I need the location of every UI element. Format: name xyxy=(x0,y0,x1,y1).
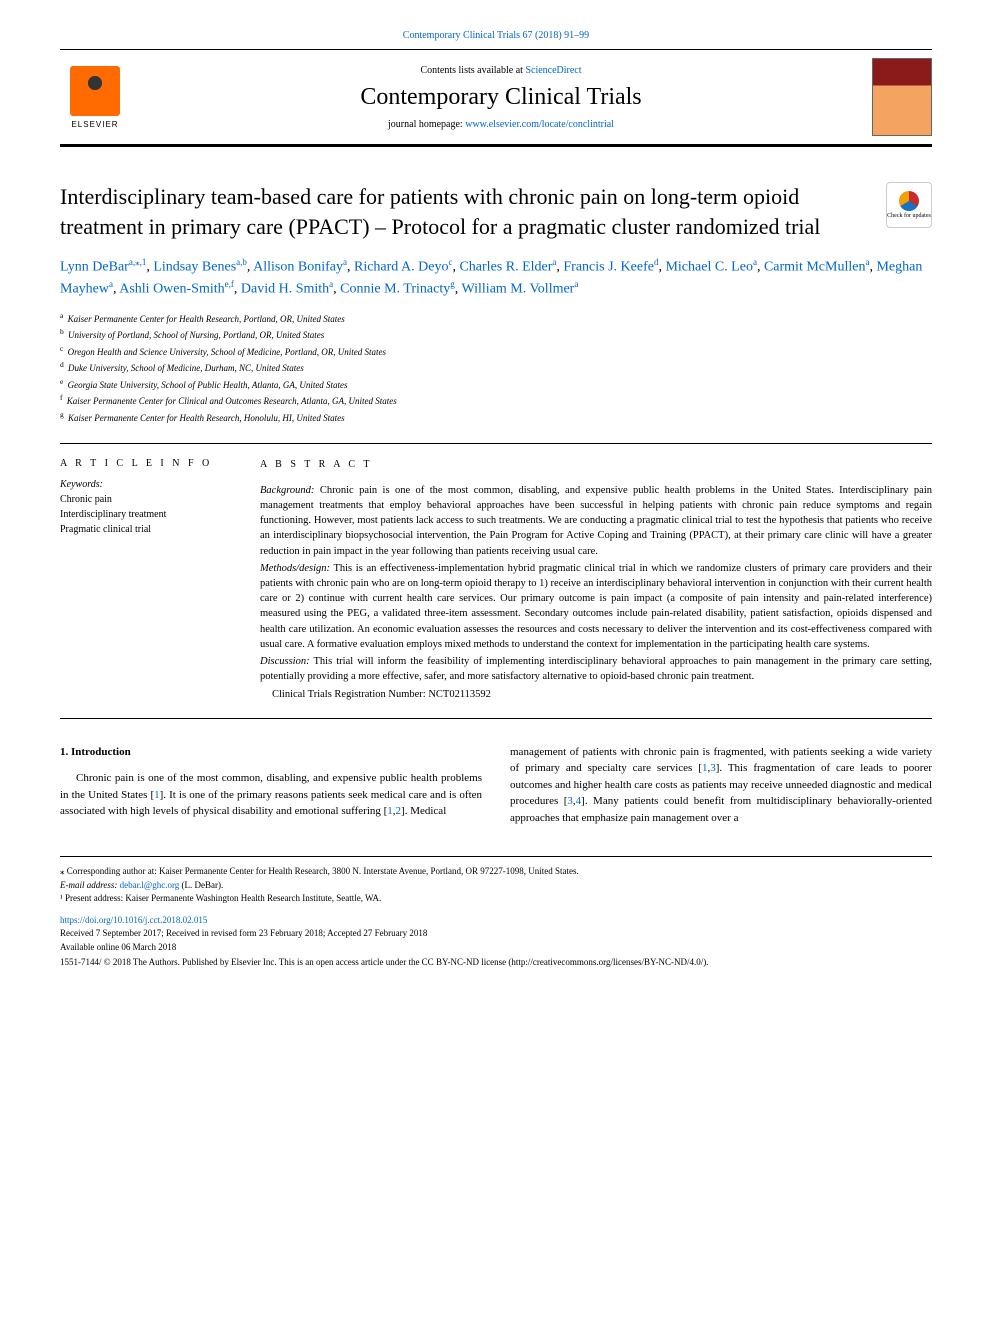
elsevier-tree-icon xyxy=(70,66,120,116)
journal-ref-link[interactable]: Contemporary Clinical Trials 67 (2018) 9… xyxy=(403,30,589,41)
author-link[interactable]: William M. Vollmer xyxy=(461,282,574,297)
abstract-discussion: Discussion: This trial will inform the f… xyxy=(260,654,932,684)
author-link[interactable]: Francis J. Keefe xyxy=(563,260,654,275)
body-col-left: 1. Introduction Chronic pain is one of t… xyxy=(60,744,482,827)
article-title: Interdisciplinary team-based care for pa… xyxy=(60,182,886,241)
article-info-heading: A R T I C L E I N F O xyxy=(60,458,240,469)
email-label: E-mail address: xyxy=(60,880,120,890)
ref-link[interactable]: 3 xyxy=(567,795,573,807)
article-head: Interdisciplinary team-based care for pa… xyxy=(60,182,932,241)
affiliation-line: f Kaiser Permanente Center for Clinical … xyxy=(60,392,932,409)
abstract-methods-text: This is an effectiveness-implementation … xyxy=(260,563,932,650)
section-heading: 1. Introduction xyxy=(60,744,482,761)
abstract-background: Background: Chronic pain is one of the m… xyxy=(260,483,932,559)
doi-line: https://doi.org/10.1016/j.cct.2018.02.01… xyxy=(60,914,932,928)
present-address: ¹ Present address: Kaiser Permanente Was… xyxy=(60,892,932,906)
dates-line: Received 7 September 2017; Received in r… xyxy=(60,927,932,941)
abstract-heading: A B S T R A C T xyxy=(260,458,932,473)
author-link[interactable]: Carmit McMullen xyxy=(764,260,866,275)
homepage-link[interactable]: www.elsevier.com/locate/conclintrial xyxy=(465,119,614,130)
affiliation-line: c Oregon Health and Science University, … xyxy=(60,343,932,360)
elsevier-label: ELSEVIER xyxy=(71,120,118,129)
keyword-item: Pragmatic clinical trial xyxy=(60,522,240,537)
article-info: A R T I C L E I N F O Keywords: Chronic … xyxy=(60,458,260,704)
ref-link[interactable]: 3 xyxy=(710,762,716,774)
email-link[interactable]: debar.l@ghc.org xyxy=(120,880,180,890)
body-col2-p1: management of patients with chronic pain… xyxy=(510,744,932,827)
journal-center: Contents lists available at ScienceDirec… xyxy=(130,65,872,130)
ref-link[interactable]: 1 xyxy=(154,789,160,801)
check-updates-badge[interactable]: Check for updates xyxy=(886,182,932,228)
header-journal-ref: Contemporary Clinical Trials 67 (2018) 9… xyxy=(60,30,932,41)
keywords-list: Chronic painInterdisciplinary treatmentP… xyxy=(60,492,240,537)
abstract-discussion-text: This trial will inform the feasibility o… xyxy=(260,656,932,682)
copyright-line: 1551-7144/ © 2018 The Authors. Published… xyxy=(60,956,932,970)
keywords-label: Keywords: xyxy=(60,479,240,490)
footer: ⁎ Corresponding author at: Kaiser Perman… xyxy=(60,856,932,970)
affiliation-line: d Duke University, School of Medicine, D… xyxy=(60,359,932,376)
available-line: Available online 06 March 2018 xyxy=(60,941,932,955)
journal-title: Contemporary Clinical Trials xyxy=(130,84,872,111)
keyword-item: Interdisciplinary treatment xyxy=(60,507,240,522)
author-link[interactable]: Richard A. Deyo xyxy=(354,260,448,275)
sciencedirect-link[interactable]: ScienceDirect xyxy=(525,65,581,76)
keyword-item: Chronic pain xyxy=(60,492,240,507)
email-line: E-mail address: debar.l@ghc.org (L. DeBa… xyxy=(60,879,932,893)
affiliation-line: b University of Portland, School of Nurs… xyxy=(60,326,932,343)
body-col1-p1: Chronic pain is one of the most common, … xyxy=(60,770,482,820)
abstract-discussion-label: Discussion: xyxy=(260,656,310,667)
author-link[interactable]: Michael C. Leo xyxy=(665,260,752,275)
affiliations: a Kaiser Permanente Center for Health Re… xyxy=(60,310,932,426)
elsevier-logo[interactable]: ELSEVIER xyxy=(60,58,130,136)
updates-badge-label: Check for updates xyxy=(887,213,931,219)
affiliation-line: a Kaiser Permanente Center for Health Re… xyxy=(60,310,932,327)
homepage-label: journal homepage: xyxy=(388,119,465,130)
author-link[interactable]: Charles R. Elder xyxy=(459,260,552,275)
body-col-right: management of patients with chronic pain… xyxy=(510,744,932,827)
updates-badge-icon xyxy=(899,191,919,211)
abstract-background-text: Chronic pain is one of the most common, … xyxy=(260,485,932,557)
doi-link[interactable]: https://doi.org/10.1016/j.cct.2018.02.01… xyxy=(60,915,207,925)
body-columns: 1. Introduction Chronic pain is one of t… xyxy=(60,744,932,827)
authors-line: Lynn DeBara,⁎,1, Lindsay Benesa,b, Allis… xyxy=(60,256,932,299)
ref-link[interactable]: 1 xyxy=(702,762,708,774)
abstract-registration: Clinical Trials Registration Number: NCT… xyxy=(260,687,932,702)
affiliation-line: e Georgia State University, School of Pu… xyxy=(60,376,932,393)
email-person: (L. DeBar). xyxy=(179,880,223,890)
abstract-background-label: Background: xyxy=(260,485,314,496)
affiliation-line: g Kaiser Permanente Center for Health Re… xyxy=(60,409,932,426)
contents-line: Contents lists available at ScienceDirec… xyxy=(130,65,872,76)
abstract-methods: Methods/design: This is an effectiveness… xyxy=(260,561,932,652)
journal-header: ELSEVIER Contents lists available at Sci… xyxy=(60,49,932,147)
author-link[interactable]: Ashli Owen-Smith xyxy=(119,282,224,297)
author-link[interactable]: Lindsay Benes xyxy=(153,260,236,275)
author-link[interactable]: David H. Smith xyxy=(241,282,329,297)
ref-link[interactable]: 2 xyxy=(396,805,402,817)
ref-link[interactable]: 1 xyxy=(387,805,393,817)
author-link[interactable]: Connie M. Trinacty xyxy=(340,282,450,297)
corresponding-author: ⁎ Corresponding author at: Kaiser Perman… xyxy=(60,865,932,879)
author-link[interactable]: Lynn DeBar xyxy=(60,260,129,275)
homepage-line: journal homepage: www.elsevier.com/locat… xyxy=(130,119,872,130)
journal-cover-thumbnail[interactable] xyxy=(872,58,932,136)
contents-label: Contents lists available at xyxy=(420,65,525,76)
abstract-methods-label: Methods/design: xyxy=(260,563,330,574)
ref-link[interactable]: 4 xyxy=(576,795,582,807)
abstract: A B S T R A C T Background: Chronic pain… xyxy=(260,458,932,704)
author-link[interactable]: Allison Bonifay xyxy=(253,260,343,275)
info-abstract-block: A R T I C L E I N F O Keywords: Chronic … xyxy=(60,443,932,719)
